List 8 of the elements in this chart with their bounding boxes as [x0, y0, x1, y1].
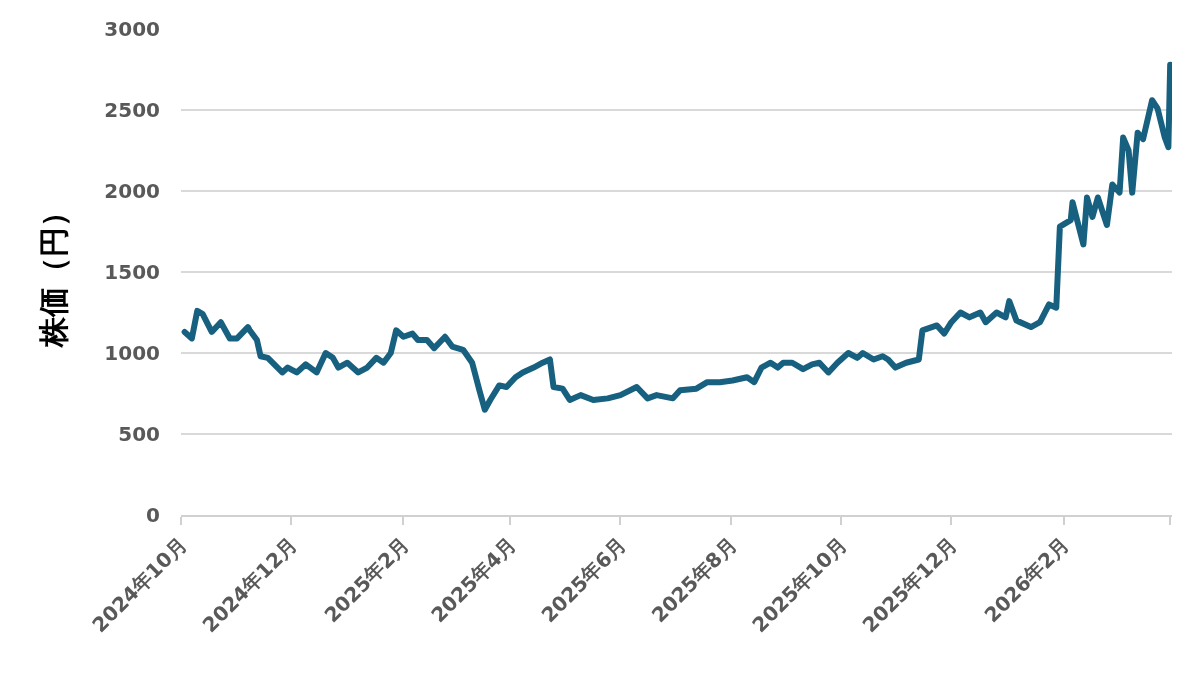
y-axis-title: 株価（円） [36, 197, 72, 348]
y-tick-label: 2500 [104, 98, 160, 122]
y-tick-label: 0 [146, 503, 160, 527]
y-tick-label: 1000 [104, 341, 160, 365]
y-tick-label: 2000 [104, 179, 160, 203]
y-tick-label: 1500 [104, 260, 160, 284]
y-tick-label: 3000 [104, 17, 160, 41]
y-tick-label: 500 [118, 422, 160, 446]
